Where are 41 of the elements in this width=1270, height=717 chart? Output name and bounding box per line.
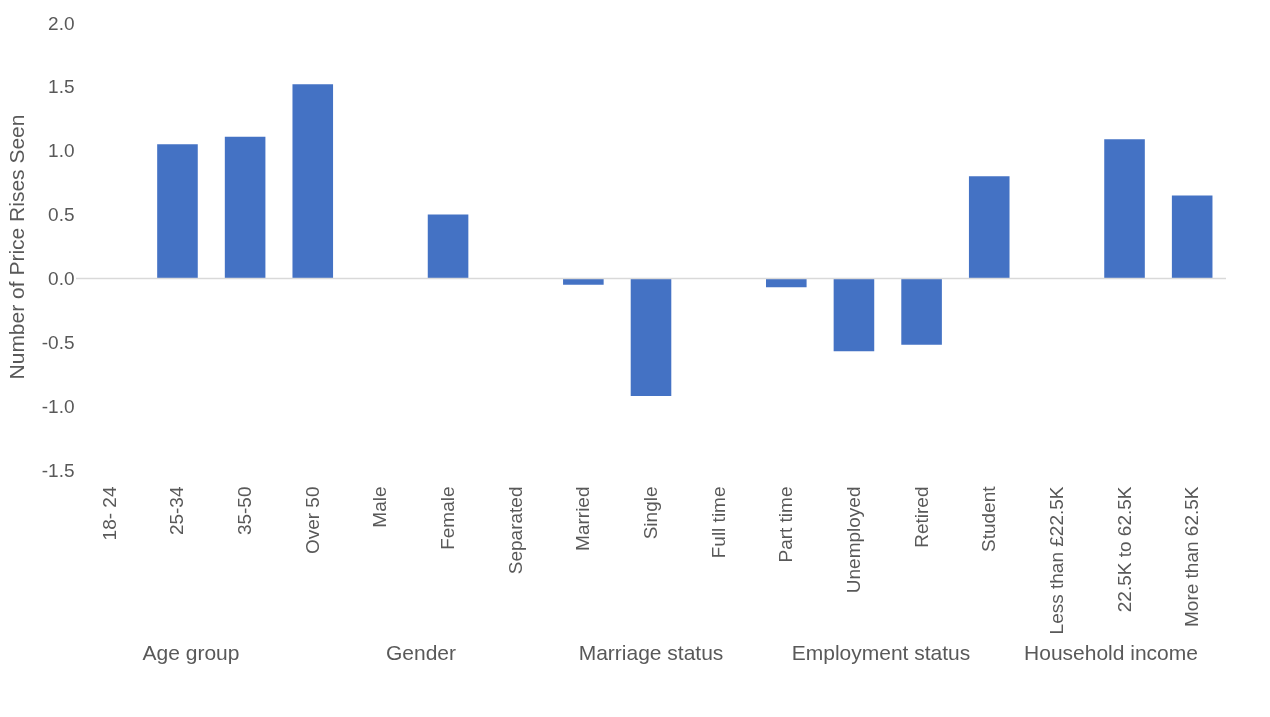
y-tick-label: -1.0: [41, 395, 75, 417]
text: Household income: [1024, 641, 1198, 664]
x-tick-label: Male: [369, 486, 391, 528]
text: Gender: [385, 641, 457, 664]
x-tick-label: 22.5K to 62.5K: [1113, 486, 1135, 613]
bar: [1104, 139, 1145, 279]
bar: [157, 144, 198, 279]
bar: [833, 278, 875, 352]
x-tick-label: Student: [978, 485, 1000, 552]
y-tick-label: 0.0: [48, 267, 75, 289]
bar: [427, 214, 469, 279]
y-tick-label: 0.5: [48, 204, 75, 226]
x-tick-label: 18- 24: [98, 486, 120, 541]
y-tick-label: -0.5: [41, 331, 75, 353]
x-tick-label: Less than £22.5K: [1045, 486, 1067, 635]
bar: [224, 136, 266, 279]
x-tick-label: Over 50: [301, 486, 323, 555]
x-tick-label: More than 62.5K: [1181, 486, 1203, 627]
bar: [968, 176, 1010, 279]
y-tick-label: -1.5: [41, 459, 75, 481]
x-tick-label: Retired: [910, 486, 932, 548]
text: Age group: [142, 641, 240, 664]
y-tick-label: 2.0: [48, 12, 75, 34]
x-tick-label: Separated: [504, 486, 526, 575]
bar: [901, 278, 942, 345]
x-tick-label: Unemployed: [842, 486, 864, 594]
x-tick-label: Married: [572, 486, 594, 551]
x-tick-label: Full time: [707, 486, 729, 559]
x-tick-label: Single: [640, 486, 661, 540]
bar: [630, 278, 672, 396]
y-tick-label: 1.5: [48, 76, 75, 98]
bar: [1171, 195, 1213, 279]
y-tick-label: 1.0: [48, 140, 75, 162]
x-tick-label: Part time: [775, 486, 797, 563]
bar: [292, 84, 334, 279]
x-tick-label: Female: [437, 486, 459, 550]
text: Marriage status: [578, 641, 724, 664]
x-tick-label: 25-34: [166, 486, 188, 536]
text: Employment status: [791, 641, 971, 664]
y-axis-title: Number of Price Rises Seen: [4, 114, 28, 380]
x-tick-label: 35-50: [234, 486, 256, 536]
